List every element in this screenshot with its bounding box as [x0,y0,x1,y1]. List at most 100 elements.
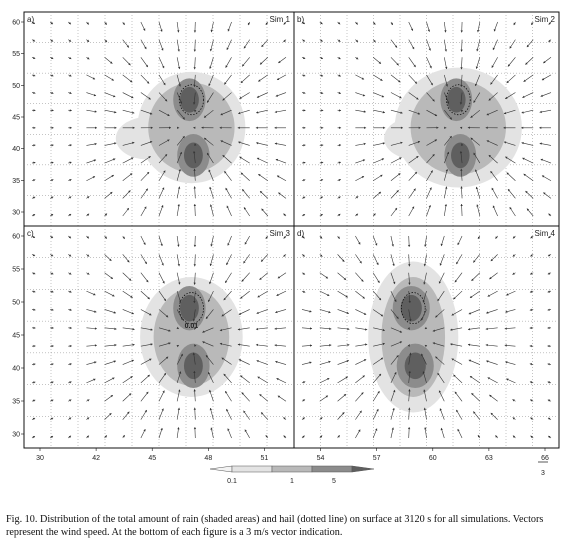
wind-vector-head [32,436,35,439]
wind-vector-head [492,47,495,50]
wind-vector-head [238,312,242,315]
wind-vector-head [243,207,247,210]
y-axis-bottom: 60 55 50 45 40 35 30 [12,234,24,439]
wind-vector-head [504,344,507,347]
wind-vector-head [391,427,394,430]
wind-vector-head [176,345,179,348]
wind-vector-head [303,126,306,130]
wind-vector-head [523,173,526,177]
wind-vectors [31,21,287,217]
wind-vector-head [319,236,323,239]
wind-vector-head [278,60,281,64]
x-tick-label: 57 [373,455,381,462]
wind-vector-head [161,48,164,51]
wind-vector-head [375,428,378,431]
wind-vector [355,272,364,282]
wind-vector-head [503,141,507,144]
hail-contour [178,84,204,116]
wind-vector-head [408,370,411,374]
wind-vector-head [94,344,97,347]
wind-vector [193,309,196,322]
wind-vector-head [547,399,551,402]
wind-vector-head [255,126,258,129]
wind-vector-head [192,319,196,322]
wind-vector-head [177,264,181,267]
wind-vector-head [210,29,213,33]
wind-vector-head [87,399,90,402]
wind-vector-head [460,49,463,52]
panel-4: d) Sim 4 [293,225,560,449]
wind-vector-head [205,316,209,319]
wind-vector-head [320,179,324,182]
wind-vector-head [126,45,129,48]
wind-vector-head [210,427,213,430]
y-tick-label: 30 [12,432,20,439]
wind-vector [122,359,134,365]
wind-vector-head [194,344,197,347]
legend-swatch-dark [311,465,353,473]
wind-vector-head [225,187,228,191]
wind-vector [443,186,447,199]
wind-vector-head [112,377,115,380]
wind-vector-head [33,91,36,95]
wind-vector [443,57,447,70]
wind-vector-head [256,95,260,98]
wind-vector-head [427,29,431,32]
wind-vector-head [363,312,367,315]
wind-vector-head [193,427,197,430]
wind-vector-head [417,140,421,144]
wind-vector-head [380,174,383,177]
wind-vector-head [237,343,241,346]
wind-vector [491,187,498,199]
wind-vector-head [276,378,279,381]
wind-vector [372,390,380,402]
wind-vector-head [128,393,132,396]
wind-vector-head [162,187,165,190]
y-tick-label: 40 [12,366,20,373]
rain-shading [384,67,522,188]
wind-vector [238,141,250,146]
wind-vector-head [505,361,508,364]
wind-vector-head [147,296,150,300]
wind-vector-head [382,142,385,145]
wind-vector-head [503,111,507,115]
wind-vector-head [192,102,196,105]
wind-vector-head [94,142,97,146]
wind-vector-head [225,65,228,68]
wind-vector [422,291,427,303]
wind-vector-head [68,435,71,438]
wind-vector-head [413,64,416,68]
hail-contour [400,292,426,325]
y-tick-label: 55 [12,51,20,58]
wind-vector-head [51,399,54,402]
wind-vector-head [547,308,550,311]
wind-vector-head [390,22,393,25]
wind-vector-head [355,196,359,199]
wind-vector-head [128,62,131,66]
legend-end-left [209,465,233,473]
wind-vector [158,139,170,146]
wind-vector [443,74,448,87]
wind-vector-head [490,258,494,262]
wind-vector [158,92,168,102]
wind-vector [372,272,380,284]
wind-vector-head [122,435,125,438]
wind-vector-head [258,174,261,177]
wind-vector-head [321,126,324,130]
rain-area-medium [148,82,235,173]
wind-vector-head [412,206,415,209]
wind-vector [158,57,165,69]
wind-vector-head [489,394,492,398]
wind-vector-head [424,326,428,329]
wind-vectors [301,21,552,217]
wind-vector-head [505,96,508,99]
wind-vector-head [364,126,367,129]
wind-vector-head [512,254,516,257]
wind-vector-head [460,143,464,146]
wind-vector-head [416,97,419,100]
wind-vector-head [409,352,412,355]
wind-vector-head [114,126,117,129]
wind-vector-head [146,391,149,395]
panel-3: c) Sim 3 0.01 [23,225,295,449]
wind-vector-head [459,151,463,154]
